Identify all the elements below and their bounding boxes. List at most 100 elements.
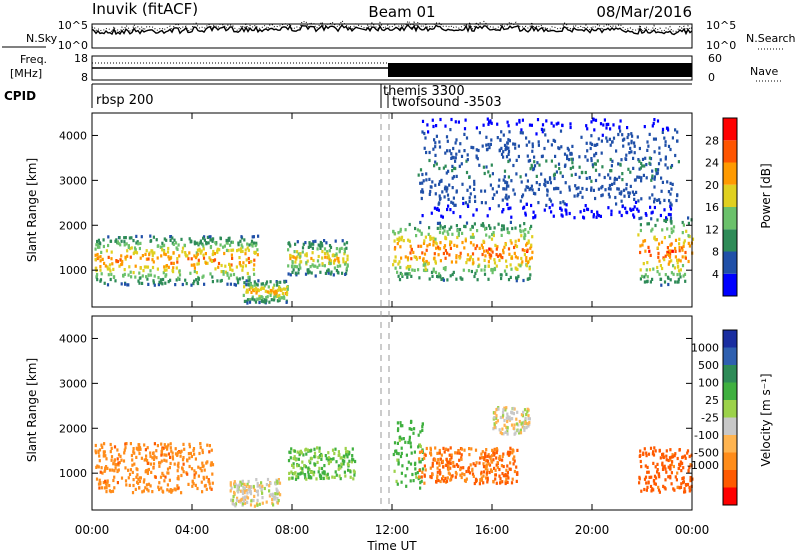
power-cell (293, 250, 296, 254)
power-cell (648, 156, 651, 160)
power-cell (528, 267, 531, 271)
power-cell (603, 118, 606, 122)
power-cell (450, 225, 453, 229)
power-cell (611, 182, 614, 186)
velocity-cell (117, 468, 120, 472)
velocity-cell (418, 468, 421, 472)
velocity-cell (516, 410, 519, 414)
power-cell (278, 297, 281, 301)
power-cell (144, 252, 147, 256)
power-cell (241, 249, 244, 253)
velocity-cell (493, 466, 496, 470)
velocity-cell (136, 468, 139, 472)
power-cell (213, 252, 216, 256)
power-cell (666, 227, 669, 231)
velocity-cell (211, 481, 214, 485)
power-cell (265, 299, 268, 303)
velocity-cell (513, 407, 516, 411)
power-cell (109, 269, 112, 273)
power-cell (174, 241, 178, 245)
power-cell (314, 264, 317, 268)
power-cell (134, 275, 137, 279)
power-cell (476, 229, 479, 233)
power-cell (190, 239, 193, 243)
power-cell (151, 251, 154, 255)
power-cell (324, 271, 327, 275)
power-heatmap-cells (94, 117, 695, 305)
power-cell (400, 235, 404, 239)
power-cell (489, 142, 492, 146)
power-cell (677, 258, 680, 262)
power-cell (676, 258, 679, 262)
power-cell (676, 139, 679, 143)
power-cell (645, 176, 648, 180)
power-cell (485, 233, 488, 237)
velocity-cell (181, 466, 184, 470)
velocity-cell (639, 449, 642, 453)
velocity-cell (158, 461, 161, 465)
power-cell (667, 282, 670, 287)
power-cell (670, 249, 673, 253)
power-cell (287, 248, 290, 252)
power-cell (488, 120, 491, 124)
power-cell (178, 254, 181, 258)
velocity-cell (518, 419, 521, 424)
velocity-cell (424, 453, 427, 457)
cpid-program-themis: themis 3300 (383, 84, 465, 99)
velocity-cell (688, 489, 691, 493)
power-cell (326, 269, 329, 273)
power-cell (669, 165, 673, 169)
velocity-cell (669, 448, 672, 452)
velocity-cell (134, 487, 137, 491)
power-cell (530, 256, 533, 260)
power-cell (243, 285, 246, 289)
power-cell (280, 296, 283, 300)
velocity-cell (171, 455, 174, 459)
velocity-colorbar-swatch (723, 347, 737, 365)
velocity-cell (153, 454, 156, 458)
power-cell (496, 136, 499, 140)
power-cell (485, 226, 488, 230)
power-cell (489, 120, 492, 124)
power-cell (558, 167, 561, 171)
power-colorbar-swatch (723, 229, 737, 252)
velocity-cell (501, 411, 505, 415)
power-cell (335, 254, 338, 258)
power-cell (188, 251, 191, 255)
velocity-cell (653, 474, 657, 478)
power-cell (345, 246, 348, 250)
power-cell (156, 256, 159, 260)
velocity-cell (438, 461, 441, 465)
power-cell (299, 254, 302, 258)
power-cell (460, 162, 463, 166)
power-cell (464, 239, 467, 243)
power-cell (438, 272, 441, 276)
power-cell (426, 123, 429, 127)
velocity-cell (672, 455, 675, 459)
power-cell (239, 264, 242, 268)
power-cell (161, 248, 164, 252)
power-cell (209, 245, 212, 250)
velocity-cell (140, 456, 143, 460)
power-cell (654, 238, 657, 242)
power-cell (590, 142, 593, 146)
power-cell (253, 287, 257, 291)
power-cell (565, 203, 568, 207)
power-cell (609, 143, 612, 147)
velocity-cell (177, 486, 180, 490)
power-cell (459, 276, 462, 280)
power-cell (203, 282, 206, 286)
velocity-cell (208, 482, 211, 486)
velocity-cell (501, 480, 504, 484)
power-cell (285, 292, 289, 297)
velocity-cell (665, 470, 668, 474)
power-cell (443, 246, 446, 250)
velocity-cell (460, 447, 463, 451)
velocity-cell (439, 457, 442, 461)
velocity-cell (268, 484, 271, 488)
power-cell (328, 257, 331, 261)
power-cell (682, 223, 685, 227)
power-cell (561, 214, 564, 218)
power-cell (554, 154, 557, 158)
power-cell (639, 277, 642, 281)
